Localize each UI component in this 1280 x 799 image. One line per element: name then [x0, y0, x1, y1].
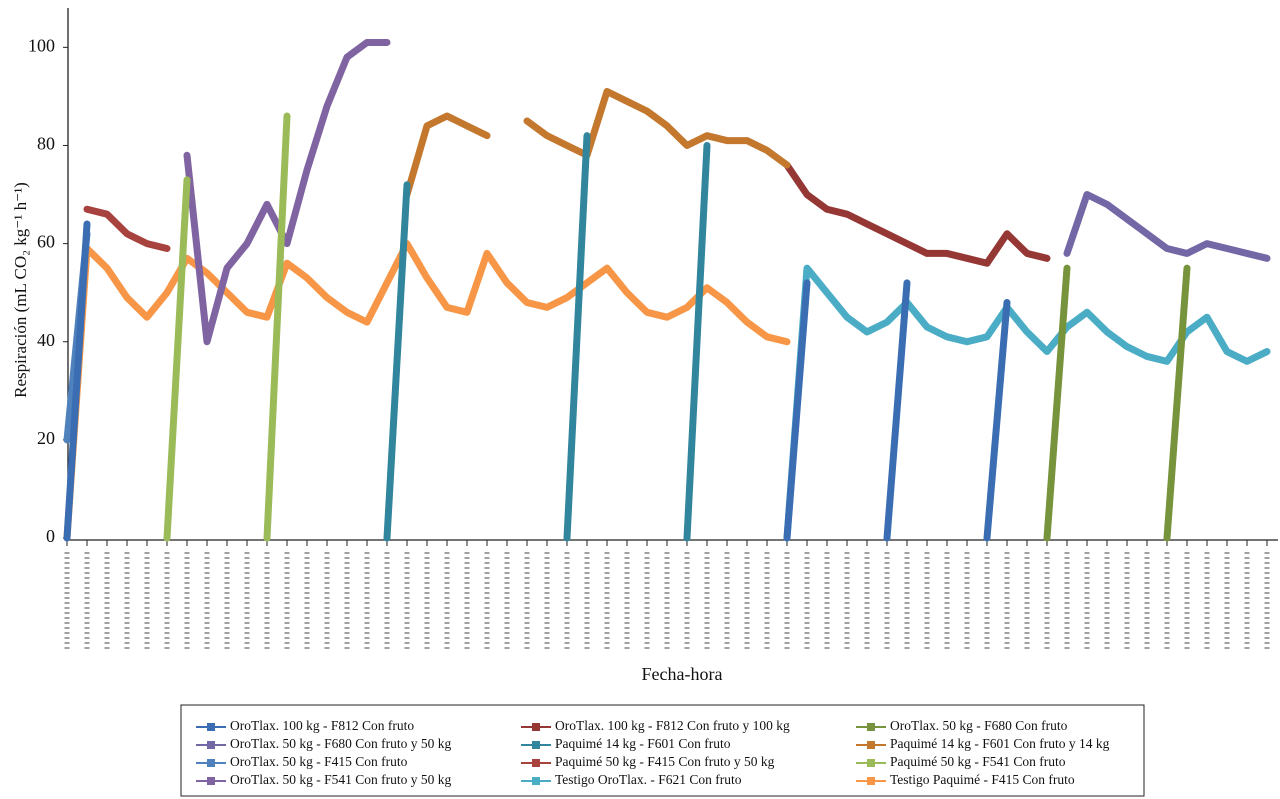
legend-marker [207, 723, 215, 731]
series-line [183, 38, 391, 346]
legend-marker [207, 777, 215, 785]
y-tick-label: 20 [37, 428, 55, 448]
legend-marker [532, 723, 540, 731]
legend-label: OroTlax. 50 kg - F680 Con fruto y 50 kg [230, 736, 451, 751]
legend-label: Paquimé 50 kg - F541 Con fruto [890, 754, 1066, 769]
y-tick-label: 40 [37, 330, 55, 350]
x-axis-label: Fecha-hora [642, 664, 723, 684]
legend-label: Paquimé 14 kg - F601 Con fruto [555, 736, 731, 751]
y-tick-label: 80 [37, 134, 55, 154]
legend-label: Testigo OroTlax. - F621 Con fruto [555, 772, 742, 787]
legend-marker [532, 777, 540, 785]
legend-label: OroTlax. 100 kg - F812 Con fruto y 100 k… [555, 718, 790, 733]
legend-marker [207, 759, 215, 767]
y-tick-label: 60 [37, 232, 55, 252]
series-line [1043, 264, 1191, 542]
legend-marker [532, 759, 540, 767]
legend-label: Paquimé 50 kg - F415 Con fruto y 50 kg [555, 754, 775, 769]
y-axis-label: Respiración (mL CO₂ kg⁻¹ h⁻¹) [11, 182, 30, 398]
series-line [783, 161, 1051, 267]
y-tick-label: 0 [46, 526, 55, 546]
legend-marker [867, 777, 875, 785]
series-line [63, 220, 1011, 542]
legend-label: Paquimé 14 kg - F601 Con fruto y 14 kg [890, 736, 1110, 751]
legend-marker [867, 741, 875, 749]
series-line [403, 88, 791, 199]
legend-label: OroTlax. 100 kg - F812 Con fruto [230, 718, 414, 733]
legend-label: OroTlax. 50 kg - F415 Con fruto [230, 754, 408, 769]
legend-label: OroTlax. 50 kg - F541 Con fruto y 50 kg [230, 772, 451, 787]
series-line [83, 205, 171, 253]
legend-marker [532, 741, 540, 749]
series-line [163, 112, 291, 542]
legend-box [180, 704, 1145, 797]
legend-marker [867, 723, 875, 731]
series-line [1063, 191, 1271, 262]
series-line [383, 132, 711, 542]
y-tick-label: 100 [28, 35, 55, 55]
series-line [63, 240, 791, 542]
legend-marker [207, 741, 215, 749]
legend-marker [867, 759, 875, 767]
legend-label: Testigo Paquimé - F415 Con fruto [890, 772, 1075, 787]
legend-label: OroTlax. 50 kg - F680 Con fruto [890, 718, 1068, 733]
series-line [783, 264, 1271, 542]
